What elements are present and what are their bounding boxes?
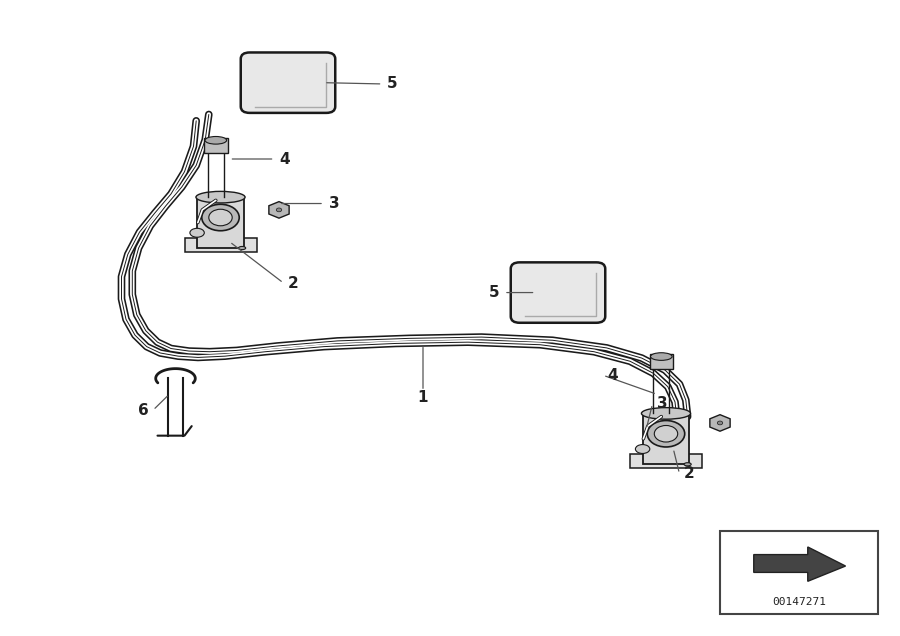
Ellipse shape (190, 228, 204, 237)
Text: 1: 1 (418, 390, 428, 405)
Text: 5: 5 (489, 285, 500, 300)
Ellipse shape (717, 421, 723, 425)
Bar (204, 138, 228, 153)
Ellipse shape (209, 209, 232, 226)
Polygon shape (269, 202, 289, 218)
Bar (184, 238, 256, 252)
FancyBboxPatch shape (241, 53, 336, 113)
Text: 5: 5 (387, 76, 398, 92)
Text: 6: 6 (138, 403, 148, 418)
Ellipse shape (196, 191, 245, 203)
Text: 4: 4 (279, 151, 290, 167)
Bar (720, 531, 878, 614)
Ellipse shape (647, 420, 685, 447)
Ellipse shape (642, 408, 690, 419)
Text: 3: 3 (328, 196, 339, 211)
Bar (197, 197, 244, 248)
Bar (650, 354, 673, 369)
Ellipse shape (202, 204, 239, 231)
Ellipse shape (205, 137, 227, 144)
Text: 2: 2 (288, 275, 299, 291)
Text: 00147271: 00147271 (772, 597, 826, 607)
FancyBboxPatch shape (511, 262, 605, 322)
Ellipse shape (654, 425, 678, 442)
Text: 3: 3 (657, 396, 668, 411)
Polygon shape (754, 547, 846, 581)
Text: 2: 2 (684, 466, 695, 481)
Ellipse shape (684, 463, 691, 466)
Polygon shape (710, 415, 730, 431)
Ellipse shape (635, 445, 650, 453)
Ellipse shape (276, 208, 282, 212)
Ellipse shape (651, 353, 672, 361)
Text: 4: 4 (608, 368, 618, 383)
Bar (630, 455, 702, 469)
Ellipse shape (238, 247, 246, 250)
Bar (643, 413, 689, 464)
